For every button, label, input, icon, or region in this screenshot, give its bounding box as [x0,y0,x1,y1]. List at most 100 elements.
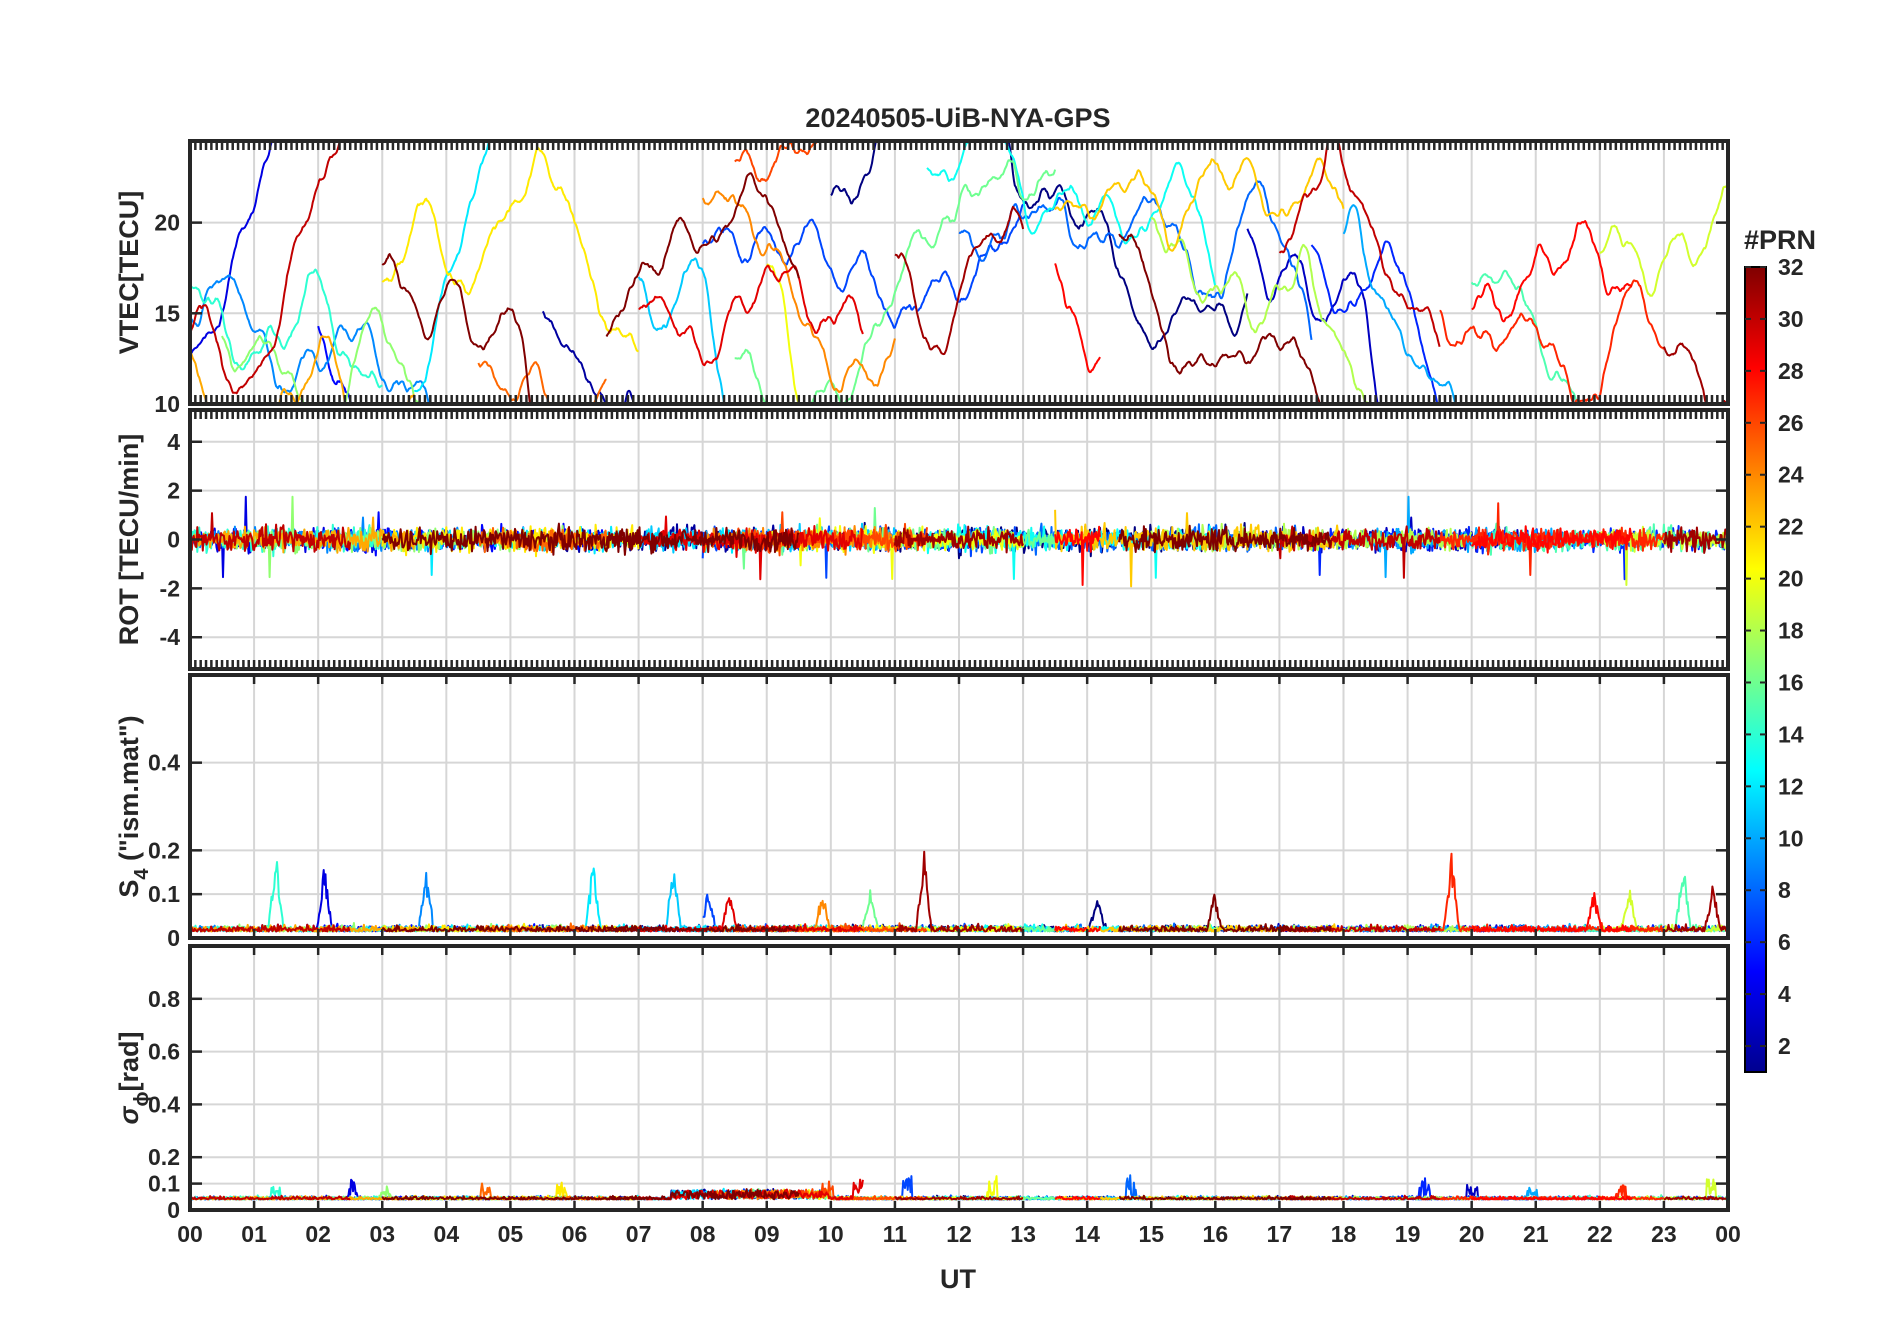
series-prn-30 [190,1194,351,1201]
colorbar-tick-label: 2 [1778,1033,1791,1059]
series-prn-31 [894,1195,1024,1201]
series-prn-7 [701,203,1024,329]
panel-sigphi-ticks [188,946,1730,1212]
panel-sigphi-ytick-label: 0.6 [148,1039,180,1065]
colorbar-tick-label: 20 [1778,566,1804,592]
panel-rot-ytick-label: 4 [167,429,180,455]
series-prn-26 [734,141,818,183]
series-prn-21 [381,146,639,353]
panel-s4: 00.10.20.4S4 ("ism.mat") [114,673,1730,951]
x-tick-label: 10 [818,1221,844,1247]
series-prn-32 [381,253,532,404]
x-tick-label: 21 [1523,1221,1549,1247]
panel-vtec-ylabel: VTEC[TECU] [114,191,144,355]
x-tick-label: 19 [1395,1221,1421,1247]
colorbar-tick-label: 22 [1778,514,1804,540]
panel-s4-ytick-label: 0.4 [148,750,180,776]
colorbar-tick-label: 28 [1778,358,1804,384]
series-prn-28 [1054,525,1101,586]
panel-sigphi-ytick-label: 0.8 [148,986,180,1012]
series-prn-8 [958,180,1313,341]
series-prn-23 [190,335,416,404]
x-tick-label: 17 [1267,1221,1293,1247]
series-prn-31 [894,205,1025,356]
series-prn-1 [830,141,1249,350]
series-prn-32 [1118,233,1321,404]
series-prn-28 [1470,892,1633,933]
x-tick-label: 02 [305,1221,331,1247]
colorbar-tick-label: 26 [1778,410,1804,436]
series-prn-4 [190,141,273,356]
colorbar-tick-label: 4 [1778,981,1791,1007]
panel-rot-ytick-label: 2 [167,478,180,504]
panel-sigphi-ytick-label: 0.1 [148,1171,180,1197]
series-prn-32 [1118,524,1332,554]
colorbar-tick-label: 12 [1778,773,1804,799]
colorbar-tick-label: 16 [1778,669,1804,695]
x-tick-label: 16 [1203,1221,1229,1247]
series-prn-30 [190,923,351,933]
panel-rot-ytick-label: 0 [167,527,180,553]
series-prn-22 [1054,157,1345,252]
series-prn-32 [1119,1194,1332,1201]
series-prn-28 [1471,220,1633,323]
panel-vtec: 10 15 20 VTEC[TECU] [114,139,1730,417]
series-prn-32 [381,1195,639,1201]
panel-rot-series [190,495,1728,588]
x-tick-label: 03 [369,1221,395,1247]
series-prn-32 [605,172,800,337]
x-tick-label: 06 [562,1221,588,1247]
series-prn-28 [1470,1195,1633,1201]
x-tick-label: 09 [754,1221,780,1247]
series-prn-5 [317,325,353,404]
panel-vtec-grid [190,141,1728,405]
series-prn-6 [1311,1177,1728,1201]
panel-s4-ytick-label: 0.2 [148,837,180,863]
series-prn-3 [1246,228,1379,404]
series-prn-8 [958,1174,1313,1201]
ylabel-subscript: ϕ [131,1092,153,1107]
series-prn-32 [605,526,800,556]
colorbar-tick-label: 6 [1778,929,1791,955]
panel-sigphi-ytick-label: 0.2 [148,1144,180,1170]
colorbar-tick-label: 14 [1778,721,1804,747]
series-prn-25 [477,360,607,404]
series-prn-19 [1599,183,1728,297]
series-prn-9 [190,871,480,933]
series-prn-15 [1470,269,1579,404]
series-prn-9 [190,274,430,404]
series-prn-28 [1054,263,1101,374]
series-prn-31 [893,525,1025,554]
x-tick-label: 14 [1074,1221,1100,1247]
colorbar-tick-label: 24 [1778,462,1804,488]
colorbar-tick-label: 18 [1778,618,1804,644]
series-prn-14 [190,861,384,933]
panel-rot: -4 -2 0 2 4 ROT [TECU/min] [114,408,1730,671]
series-prn-31 [1662,526,1728,554]
x-tick-label: 15 [1138,1221,1164,1247]
series-prn-29 [638,264,864,367]
ylabel-rest: [rad] [114,1032,144,1092]
panel-sigphi-ylabel: σϕ[rad] [114,1032,153,1125]
x-tick-label: 22 [1587,1221,1613,1247]
ylabel-subscript: 4 [131,868,153,880]
x-tick-label: 07 [626,1221,652,1247]
series-prn-14 [190,268,383,389]
panel-rot-ylabel: ROT [TECU/min] [114,434,144,645]
series-prn-31 [1663,1195,1728,1201]
panel-rot-ticks [188,410,1730,669]
x-tick-label: 12 [946,1221,972,1247]
series-prn-32 [381,522,640,556]
series-prn-2 [541,310,635,404]
x-tick-label: 20 [1459,1221,1485,1247]
series-prn-28 [1470,525,1633,554]
panel-vtec-ticks [188,141,1730,406]
panel-sigphi-grid [190,946,1728,1211]
panel-s4-ytick-label: 0.1 [148,881,180,907]
series-prn-27 [1439,279,1665,404]
x-tick-label: 11 [883,1221,908,1247]
panel-sigphi: 00.10.2 0.4 0.6 0.8 σϕ[rad] [114,944,1730,1223]
series-prn-12 [414,141,490,393]
panel-sigphi-ytick-label: 0 [167,1197,180,1223]
